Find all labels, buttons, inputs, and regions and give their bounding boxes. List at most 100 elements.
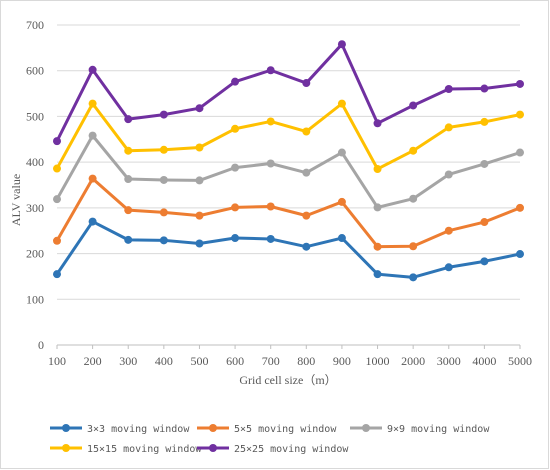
data-point	[159, 236, 168, 245]
data-point	[337, 99, 346, 108]
y-tick-label: 700	[26, 18, 44, 32]
data-point	[53, 236, 61, 245]
data-point	[444, 263, 453, 272]
x-tick-label: 5000	[508, 354, 532, 368]
data-point	[373, 270, 382, 279]
data-point	[88, 174, 97, 183]
legend-item-4: 25×25 moving window	[197, 444, 349, 455]
data-point	[444, 226, 453, 235]
legend-label: 3×3 moving window	[87, 424, 190, 435]
data-point	[373, 119, 382, 128]
data-point	[266, 66, 275, 75]
x-tick-label: 600	[226, 354, 244, 368]
series-3	[53, 99, 524, 173]
data-point	[516, 79, 524, 88]
data-point	[302, 168, 311, 177]
data-point	[231, 203, 240, 212]
data-point	[409, 146, 418, 155]
data-point	[124, 206, 133, 215]
data-point	[337, 197, 346, 206]
legend-item-1: 5×5 moving window	[197, 424, 337, 435]
data-point	[337, 40, 346, 49]
data-point	[159, 208, 168, 217]
x-tick-label: 500	[190, 354, 208, 368]
data-point	[195, 104, 204, 113]
data-point	[409, 194, 418, 203]
y-tick-label: 200	[26, 247, 44, 261]
legend-swatch-marker	[362, 424, 370, 432]
y-tick-label: 0	[38, 338, 44, 352]
data-point	[231, 163, 240, 172]
data-point	[516, 250, 524, 259]
y-axis-label: ALV value	[9, 174, 23, 226]
x-tick-label: 300	[119, 354, 137, 368]
legend-swatch-marker	[62, 424, 70, 432]
x-tick-label: 1000	[366, 354, 390, 368]
y-tick-label: 500	[26, 109, 44, 123]
x-tick-label: 700	[262, 354, 280, 368]
series-line	[55, 42, 522, 143]
series-1	[53, 174, 524, 251]
data-point	[302, 211, 311, 220]
x-tick-label: 100	[48, 354, 66, 368]
data-point	[53, 164, 61, 173]
data-point	[231, 77, 240, 86]
y-tick-label: 100	[26, 292, 44, 306]
x-tick-label: 400	[155, 354, 173, 368]
series-line	[55, 177, 522, 249]
data-point	[88, 65, 97, 74]
data-point	[124, 115, 133, 124]
data-point	[480, 218, 489, 227]
data-point	[53, 270, 61, 279]
y-tick-label: 300	[26, 201, 44, 215]
data-point	[409, 101, 418, 110]
legend-item-2: 9×9 moving window	[350, 424, 490, 435]
data-point	[266, 117, 275, 126]
data-point	[516, 203, 524, 212]
series-line	[55, 220, 522, 279]
series-layer	[53, 40, 524, 282]
data-point	[195, 176, 204, 185]
data-point	[124, 175, 133, 184]
data-point	[53, 195, 61, 204]
y-tick-label: 400	[26, 155, 44, 169]
data-point	[266, 159, 275, 168]
legend: 3×3 moving window 5×5 moving window 9×9 mo…	[50, 424, 490, 455]
legend-swatch-marker	[209, 424, 217, 432]
data-point	[409, 242, 418, 251]
x-tick-label: 4000	[472, 354, 496, 368]
data-point	[480, 84, 489, 93]
data-point	[409, 273, 418, 282]
legend-label: 5×5 moving window	[234, 424, 337, 435]
data-point	[266, 202, 275, 211]
y-tick-label: 600	[26, 64, 44, 78]
data-point	[302, 79, 311, 88]
data-point	[516, 110, 524, 119]
series-line	[55, 102, 522, 171]
data-point	[480, 117, 489, 126]
data-point	[373, 203, 382, 212]
data-point	[516, 148, 524, 157]
series-4	[53, 40, 524, 146]
x-tick-label: 3000	[437, 354, 461, 368]
data-point	[302, 127, 311, 136]
x-tick-label: 2000	[401, 354, 425, 368]
legend-label: 9×9 moving window	[387, 424, 490, 435]
x-tick-label: 900	[333, 354, 351, 368]
data-point	[124, 235, 133, 244]
data-point	[88, 217, 97, 226]
series-line	[55, 134, 522, 209]
legend-item-0: 3×3 moving window	[50, 424, 190, 435]
data-point	[302, 242, 311, 251]
data-point	[53, 137, 61, 146]
data-point	[444, 170, 453, 179]
data-point	[195, 239, 204, 248]
data-point	[231, 124, 240, 133]
x-axis-label: Grid cell size（m）	[239, 373, 336, 387]
legend-label: 25×25 moving window	[234, 444, 349, 455]
tick-labels: 0 100 200 300 400 500 600 700 100 200 300 400 500 600…	[26, 18, 532, 368]
data-point	[337, 148, 346, 157]
data-point	[480, 257, 489, 266]
legend-item-3: 15×15 moving window	[50, 444, 202, 455]
